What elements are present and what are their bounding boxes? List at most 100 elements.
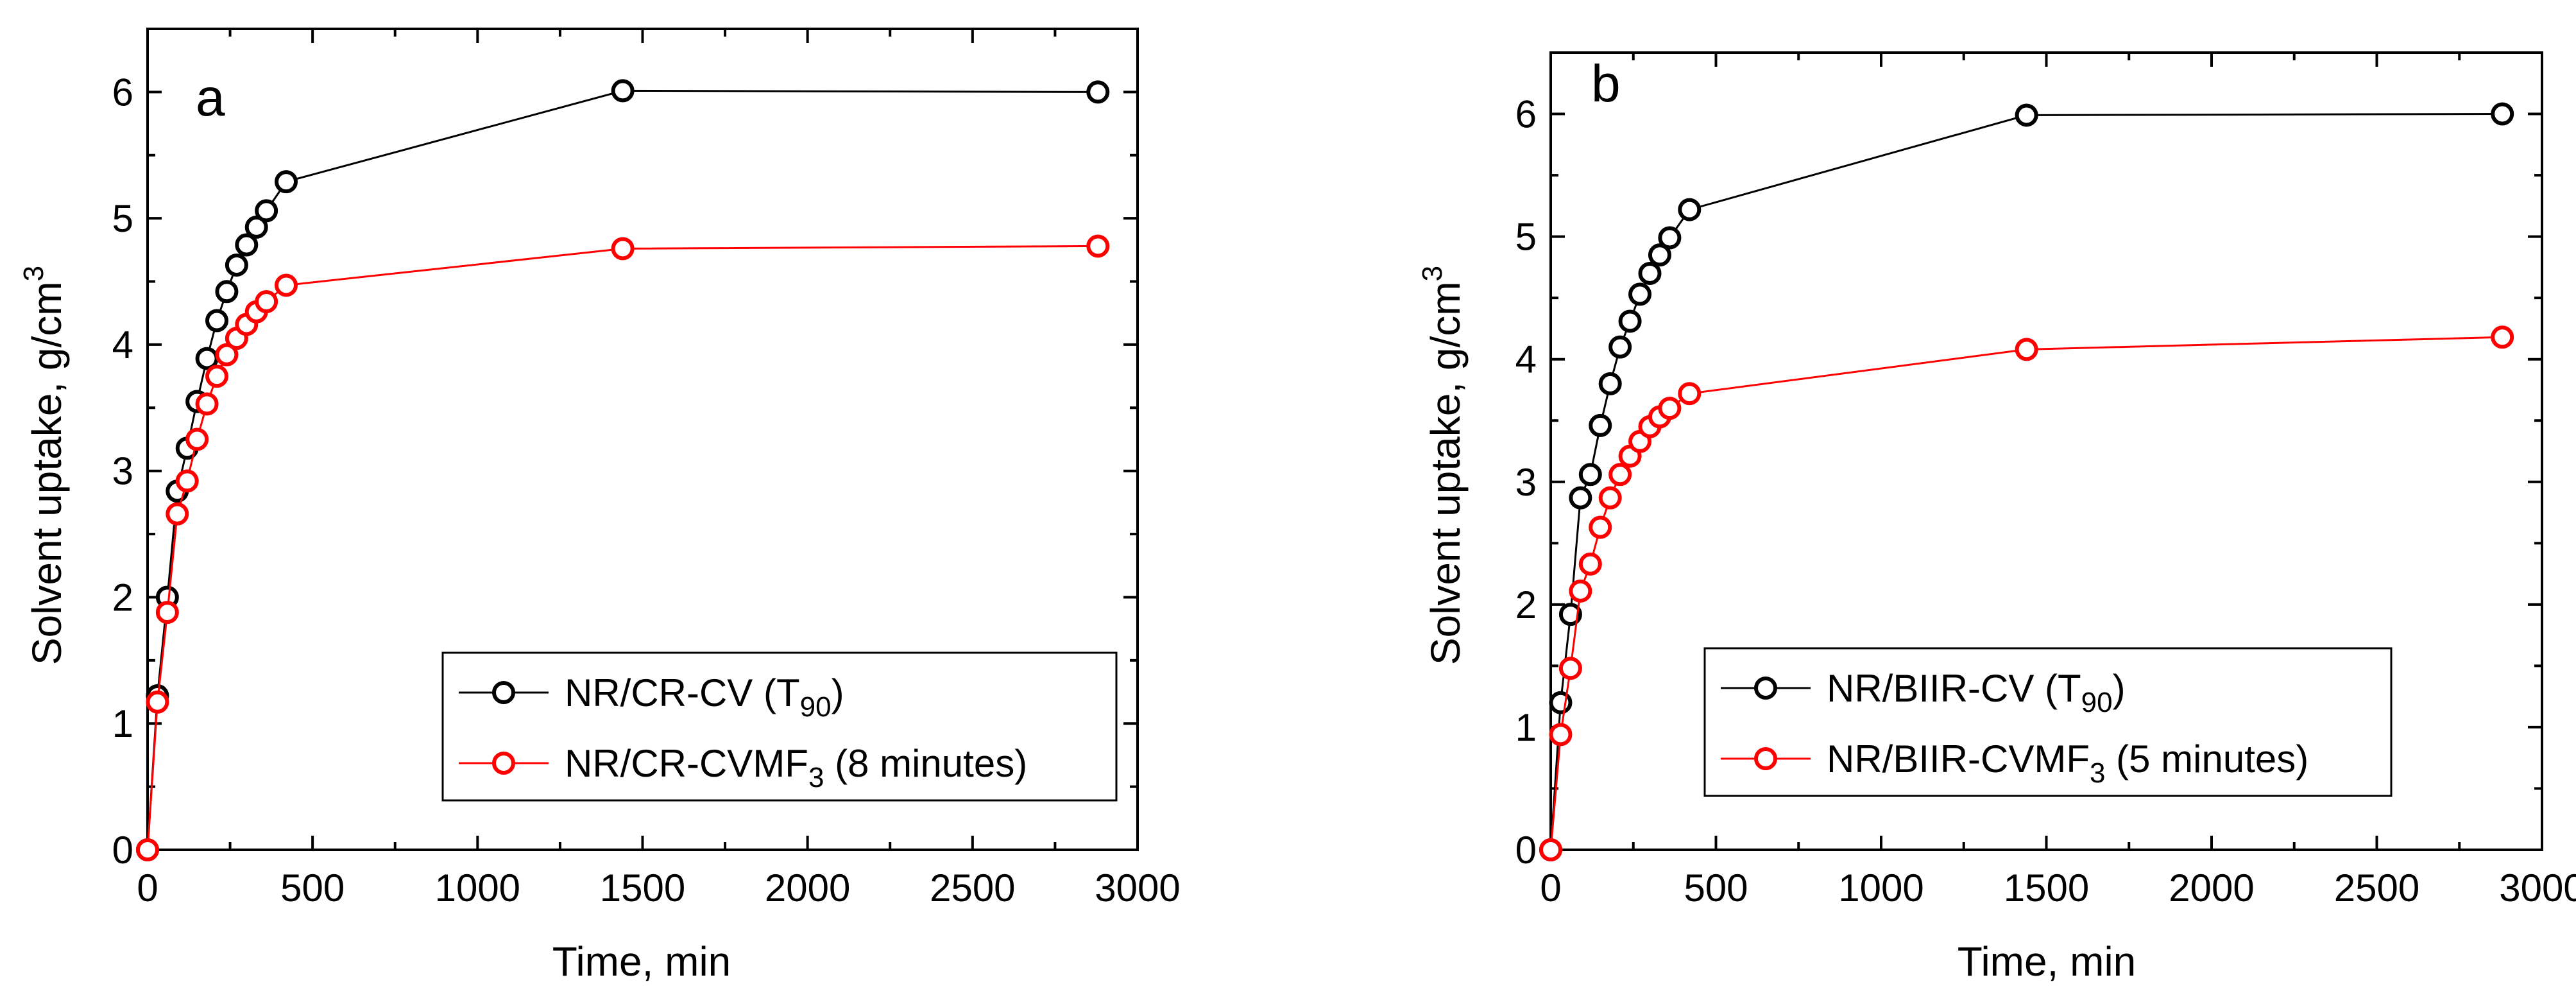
data-point [1558, 657, 1582, 680]
data-point [2015, 338, 2038, 361]
legend-marker [492, 752, 515, 775]
chart-panel-a: 0 500 1000 1500 2000 2500 3000 0 1 2 3 4 5 6 Time, min… [18, 28, 1181, 985]
x-tick-label: 3000 [1095, 866, 1180, 909]
legend-label: NR/CR-CV (T90) [565, 671, 844, 723]
series-line [146, 245, 1098, 850]
x-axis-title: Time, min [1958, 938, 2137, 985]
data-point [2491, 325, 2514, 349]
legend-label: NR/BIIR-CV (T90) [1827, 667, 2126, 718]
y-axis-title-main: Solvent uptake, g/cm [24, 281, 70, 665]
data-point [1678, 382, 1702, 406]
data-point [155, 601, 179, 625]
legend-label: NR/BIIR-CVMF3 (5 minutes) [1827, 737, 2308, 789]
y-tick-label: 0 [1515, 829, 1537, 872]
x-tick-label: 0 [137, 866, 158, 909]
data-point [205, 309, 229, 332]
y-tick-label: 5 [112, 197, 133, 240]
y-tick-label: 3 [112, 450, 133, 493]
data-point [275, 170, 298, 194]
legend-label-subscript: 3 [808, 762, 824, 793]
data-point [1648, 243, 1671, 267]
data-point [136, 838, 159, 861]
legend-label-subscript: 90 [2081, 687, 2113, 718]
y-tick-label: 6 [1515, 93, 1537, 136]
x-tick-label: 3000 [2499, 866, 2576, 909]
data-point [1618, 309, 1642, 333]
data-point [1608, 335, 1632, 359]
x-tick-label: 2500 [930, 866, 1015, 909]
data-point [2491, 102, 2514, 126]
y-tick-label: 2 [1515, 583, 1537, 626]
x-tick-label: 0 [1540, 866, 1561, 909]
data-point [1578, 552, 1602, 576]
legend-box [441, 651, 1118, 802]
data-point [244, 215, 268, 239]
legend-label-text: NR/BIIR-CV (T [1827, 667, 2081, 710]
data-point [1658, 397, 1682, 420]
legend-marker [492, 681, 515, 704]
series-line [1549, 113, 2503, 850]
data-point [146, 690, 169, 714]
y-tick-label: 0 [112, 829, 133, 872]
legend-marker [1754, 677, 1777, 700]
y-axis-title-main: Solvent uptake, g/cm [1422, 281, 1469, 665]
data-point [275, 273, 298, 297]
data-point [215, 280, 239, 304]
legend-label-suffix: (5 minutes) [2105, 737, 2308, 780]
x-tick-label: 2000 [2169, 866, 2254, 909]
chart-panel-b: 0 500 1000 1500 2000 2500 3000 0 1 2 3 4 5 6 Time, min… [1417, 51, 2576, 985]
legend-label-subscript: 3 [2090, 757, 2105, 789]
data-point [205, 365, 229, 388]
panel-label: a [196, 69, 225, 127]
legend-label: NR/CR-CVMF3 (8 minutes) [565, 742, 1027, 793]
data-point [166, 502, 189, 526]
data-point [185, 427, 209, 451]
legend-label-suffix: (8 minutes) [824, 742, 1027, 785]
data-point [1658, 226, 1682, 250]
y-tick-label: 3 [1515, 461, 1537, 504]
legend-label-subscript: 90 [800, 691, 832, 723]
legend-item-1: NR/BIIR-CV (T90) [1721, 667, 2126, 718]
x-tick-label: 1000 [435, 866, 520, 909]
data-point [1608, 463, 1632, 487]
data-point [1628, 282, 1652, 306]
data-point [1589, 515, 1612, 539]
data-point [1638, 261, 1662, 285]
legend-item-2: NR/BIIR-CVMF3 (5 minutes) [1721, 737, 2308, 789]
legend-marker [1754, 747, 1777, 770]
x-tick-label: 500 [280, 866, 345, 909]
y-axis-title: Solvent uptake, g/cm3 [18, 266, 70, 665]
data-point [1549, 723, 1573, 746]
x-tick-label: 1000 [1838, 866, 1923, 909]
data-point [1569, 486, 1592, 510]
data-point [1539, 838, 1562, 861]
legend: NR/CR-CV (T90) NR/CR-CVMF3 (8 minutes) [441, 651, 1118, 802]
legend-label-text: NR/BIIR-CVMF [1827, 737, 2090, 780]
data-point [255, 290, 278, 314]
x-tick-label: 2000 [765, 866, 850, 909]
y-tick-label: 4 [112, 323, 133, 366]
series-2 [136, 234, 1110, 861]
legend-label-text: NR/CR-CVMF [565, 742, 808, 785]
data-point [1598, 486, 1622, 510]
x-tick-label: 1500 [2004, 866, 2089, 909]
legend-label-text: NR/CR-CV (T [565, 671, 800, 714]
series-line [146, 89, 1098, 850]
y-tick-label: 1 [1515, 706, 1537, 749]
data-point [611, 237, 635, 261]
x-axis-title: Time, min [552, 938, 731, 985]
y-axis-title: Solvent uptake, g/cm3 [1417, 266, 1469, 665]
x-tick-label: 500 [1684, 866, 1748, 909]
x-tick-label: 2500 [2334, 866, 2419, 909]
data-point [195, 392, 219, 416]
y-tick-label: 5 [1515, 216, 1537, 259]
x-tick-label: 1500 [600, 866, 685, 909]
y-axis-title-superscript: 3 [18, 266, 49, 281]
data-point [215, 343, 239, 366]
y-tick-label: 4 [1515, 338, 1537, 381]
y-axis-title-superscript: 3 [1417, 266, 1448, 281]
data-point [1589, 413, 1612, 437]
legend-label-suffix: ) [832, 671, 844, 714]
data-point [175, 469, 199, 493]
legend-item-1: NR/CR-CV (T90) [459, 671, 844, 723]
